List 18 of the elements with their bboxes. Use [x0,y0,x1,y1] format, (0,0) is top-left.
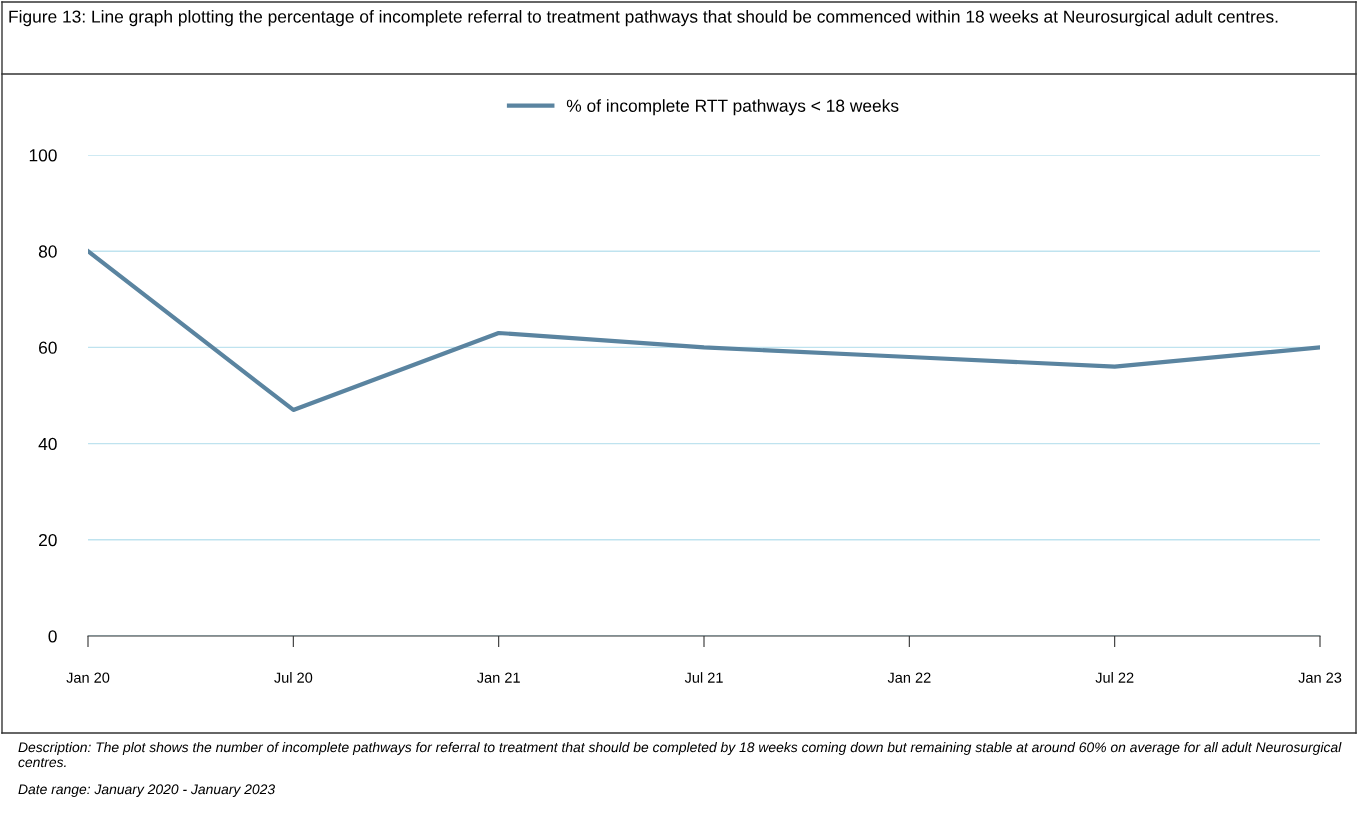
x-tick-label: Jul 20 [274,672,313,683]
text: Description: The plot shows the number of incomplete pathways for referral to treatment that should be completed by 18 weeks coming down but remaining stable at around 60% on average for all adult Neurosurgical centres. [18,742,1342,768]
x-tick-label: Jan 23 [1298,672,1342,683]
y-tick-label: 40 [38,437,57,451]
x-tick-label: Jan 21 [477,672,520,683]
x-tick-label: Jul 22 [1095,672,1134,683]
y-tick-label: 100 [29,149,57,162]
y-tick-label: 60 [39,341,57,354]
x-tick-label: Jan 20 [66,672,110,683]
chart-title: Figure 13: Line graph plotting the percentage of incomplete referral to treatment pathways that should be commenced within 18 weeks at Neurosurgical adult centres. [9,10,1278,27]
text: Date range: January 2020 - January 2023 [18,784,275,797]
y-tick-label: 0 [48,630,57,643]
legend-label: % of incomplete RTT pathways < 18 weeks [566,99,899,116]
x-tick-label: Jan 22 [887,672,931,683]
x-tick-label: Jul 21 [684,672,723,683]
y-tick-label: 20 [39,533,57,547]
line-series [88,249,1320,413]
y-tick-label: 80 [38,245,57,258]
